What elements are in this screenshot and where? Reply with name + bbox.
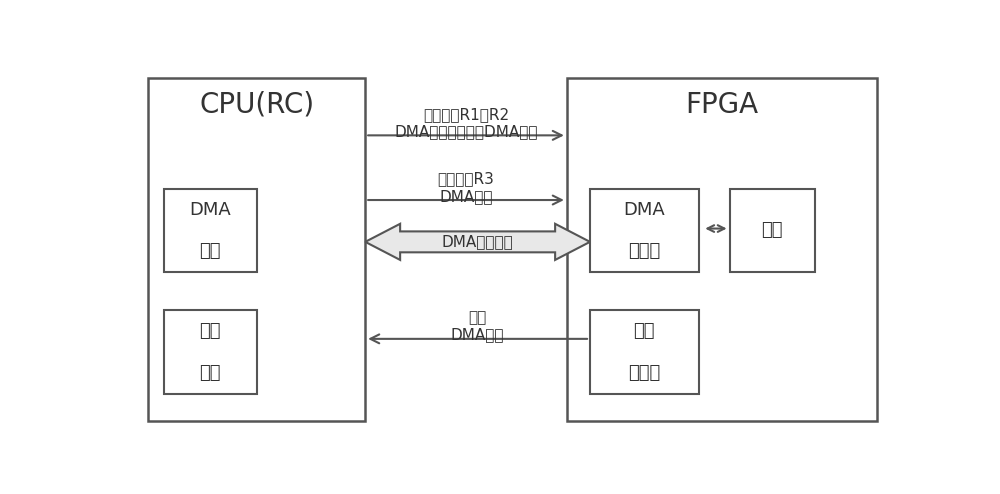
Text: 中断: 中断 — [468, 310, 487, 326]
Text: DMA内存首地址、DMA长度: DMA内存首地址、DMA长度 — [394, 124, 538, 139]
Bar — [164, 310, 257, 394]
Bar — [148, 79, 365, 421]
Bar — [164, 189, 257, 272]
Text: DMA完成: DMA完成 — [451, 328, 504, 342]
Polygon shape — [365, 224, 590, 260]
Text: DMA开始: DMA开始 — [439, 189, 493, 204]
Text: FPGA: FPGA — [685, 91, 758, 119]
Text: 控制器: 控制器 — [628, 364, 660, 382]
Text: DMA: DMA — [189, 201, 231, 218]
Text: 内存: 内存 — [200, 243, 221, 260]
Bar — [590, 189, 698, 272]
Text: 响应: 响应 — [200, 364, 221, 382]
Text: 控制器: 控制器 — [628, 243, 660, 260]
Bar — [567, 79, 877, 421]
Text: 中断: 中断 — [200, 322, 221, 340]
Bar — [590, 310, 698, 394]
Text: DMA数据传输: DMA数据传输 — [442, 234, 514, 249]
Bar — [730, 189, 815, 272]
Text: CPU(RC): CPU(RC) — [199, 91, 314, 119]
Text: 写寄存器R3: 写寄存器R3 — [438, 171, 494, 187]
Text: 写寄存器R1、R2: 写寄存器R1、R2 — [423, 107, 509, 122]
Text: DMA: DMA — [623, 201, 665, 218]
Text: 缓存: 缓存 — [761, 221, 783, 240]
Text: 中断: 中断 — [634, 322, 655, 340]
